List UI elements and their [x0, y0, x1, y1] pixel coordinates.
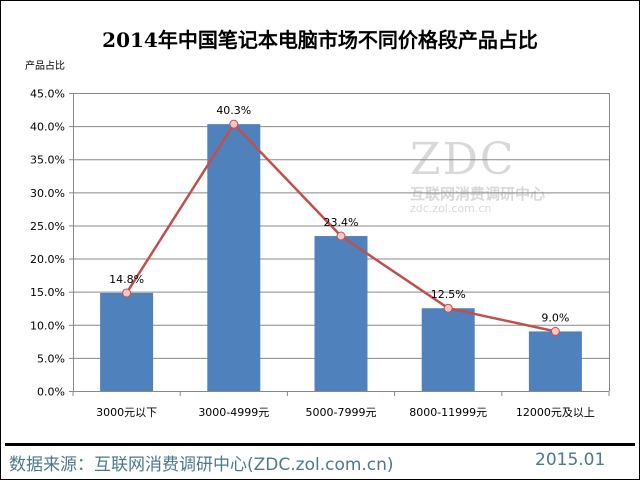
trend-marker	[122, 288, 132, 298]
trend-marker	[443, 303, 453, 313]
y-tick-label: 5.0%	[37, 352, 65, 365]
y-tick-label: 0.0%	[37, 386, 65, 399]
trend-marker	[336, 231, 346, 241]
bar	[100, 292, 154, 391]
chart-area: 0.0% 5.0% 10.0% 15.0% 20.0% 25.0% 30.0% 35.0% 40…	[30, 88, 610, 419]
footer-divider	[5, 443, 635, 446]
data-label: 9.0%	[541, 311, 569, 324]
bar	[528, 331, 582, 391]
bar	[314, 236, 368, 391]
bar	[421, 308, 475, 391]
y-tick-label: 10.0%	[30, 319, 65, 332]
watermark-url: zdc.zol.com.cn	[410, 201, 492, 215]
data-source: 数据来源：互联网消费调研中心(ZDC.zol.com.cn)	[9, 455, 394, 475]
data-label: 12.5%	[431, 288, 466, 301]
publish-date: 2015.01	[535, 450, 606, 470]
y-tick-label: 35.0%	[30, 154, 65, 167]
x-tick-label: 8000-11999元	[409, 406, 487, 419]
y-tick-label: 20.0%	[30, 253, 65, 266]
x-tick-label: 5000-7999元	[306, 406, 377, 419]
y-tick-label: 15.0%	[30, 286, 65, 299]
y-tick-label: 45.0%	[30, 88, 65, 101]
y-tick-label: 25.0%	[30, 220, 65, 233]
watermark-name: 互联网消费调研中心	[410, 184, 546, 203]
trend-marker	[550, 326, 560, 336]
bar	[207, 124, 261, 391]
x-tick-label: 3000元以下	[96, 406, 157, 419]
y-tick-label: 30.0%	[30, 187, 65, 200]
chart-title: 2014年中国笔记本电脑市场不同价格段产品占比	[102, 28, 538, 52]
data-label: 40.3%	[216, 104, 251, 117]
y-axis-label: 产品占比	[25, 61, 65, 72]
trend-marker	[229, 119, 239, 129]
x-tick-label: 12000元及以上	[516, 406, 595, 419]
data-label: 23.4%	[324, 216, 359, 229]
y-tick-label: 40.0%	[30, 121, 65, 134]
data-label: 14.8%	[109, 273, 144, 286]
x-tick-label: 3000-4999元	[198, 406, 269, 419]
